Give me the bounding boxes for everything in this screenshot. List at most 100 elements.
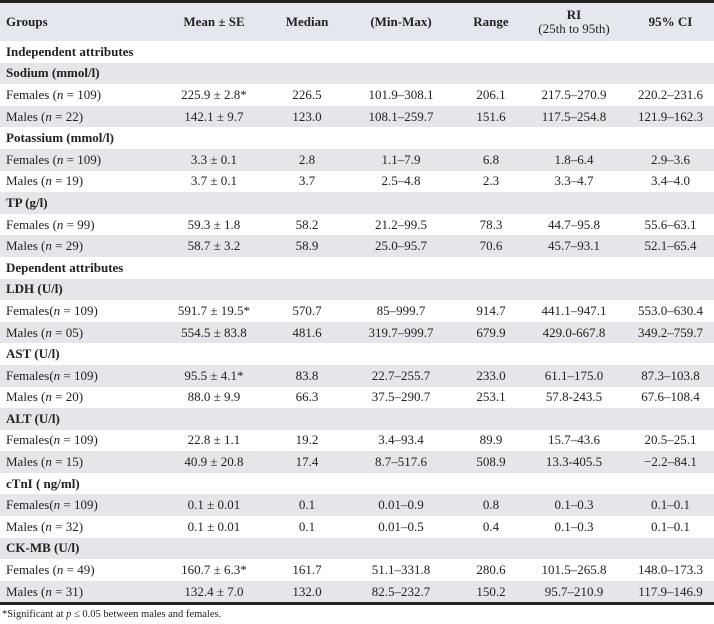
- minmax-cell: 22.7–255.7: [341, 364, 461, 387]
- group-cell: Males (n = 05): [0, 321, 155, 344]
- group-cell: Females (n = 109): [0, 148, 155, 171]
- minmax-cell: 25.0–95.7: [341, 235, 461, 257]
- median-cell: 19.2: [295, 432, 319, 448]
- section-row: Potassium (mmol/l): [0, 127, 714, 149]
- median-cell: 58.2: [295, 216, 319, 232]
- range-cell: 6.8: [461, 148, 521, 171]
- ri-cell: 101.5–265.8: [541, 562, 607, 578]
- table-row: Females (n = 109) 225.9 ± 2.8* 226.5 101.9–…: [0, 84, 714, 106]
- table-row: Males (n = 22) 142.1 ± 9.7 123.0 108.1–259.…: [0, 105, 714, 128]
- n-symbol: n: [56, 151, 64, 167]
- minmax-cell: 8.7–517.6: [341, 451, 461, 473]
- group-n: 109: [74, 432, 94, 448]
- section-row: AST (U/l): [0, 343, 714, 365]
- footnote: *Significant at p ≤ 0.05 between males a…: [0, 609, 714, 620]
- section-row: Dependent attributes: [0, 257, 714, 279]
- mean-cell: 22.8 ± 1.1: [187, 432, 241, 448]
- group-n: 20: [65, 389, 79, 405]
- group-cell: Males (n = 31): [0, 580, 155, 604]
- ci-cell: 148.0–173.3: [638, 562, 703, 578]
- n-symbol: n: [45, 324, 52, 340]
- n-symbol: n: [53, 497, 61, 513]
- n-symbol: n: [45, 389, 52, 405]
- minmax-cell: 3.4–93.4: [378, 432, 424, 448]
- group-cell: Males (n = 32): [6, 518, 84, 534]
- section-label: CK-MB (U/l): [0, 537, 714, 560]
- ci-cell: 553.0–630.4: [638, 302, 703, 318]
- group-cell: Males (n = 20): [6, 389, 84, 405]
- range-cell: 78.3: [479, 216, 503, 232]
- range-cell: 679.9: [461, 321, 521, 344]
- range-cell: 0.8: [461, 494, 521, 517]
- group-label: Females (: [6, 151, 57, 167]
- table-row: Females (n = 99) 59.3 ± 1.8 58.2 21.2–99.5 7…: [0, 214, 714, 236]
- range-cell: 914.7: [476, 302, 506, 318]
- ri-cell: 57.8-243.5: [545, 389, 603, 405]
- minmax-cell: 101.9–308.1: [368, 86, 434, 102]
- median-cell: 66.3: [295, 389, 319, 405]
- section-label: Dependent attributes: [6, 259, 124, 275]
- section-label: Sodium (mmol/l): [0, 62, 714, 85]
- n-symbol: n: [45, 108, 52, 124]
- range-cell: 2.3: [482, 173, 500, 189]
- group-label: Males (: [6, 108, 46, 124]
- minmax-cell: 21.2–99.5: [375, 216, 427, 232]
- ri-cell: 0.1–0.3: [554, 518, 594, 534]
- median-cell: 3.7: [298, 173, 316, 189]
- minmax-cell: 37.5–290.7: [371, 389, 431, 405]
- table-row: Females (n = 109) 3.3 ± 0.1 2.8 1.1–7.9 6.8 1…: [0, 148, 714, 171]
- ci-cell: −2.2–84.1: [627, 451, 714, 473]
- group-n: 109: [74, 367, 94, 383]
- table-row: Females (n = 49) 160.7 ± 6.3* 161.7 51.1–33…: [0, 559, 714, 581]
- mean-cell: 0.1 ± 0.01: [155, 494, 273, 517]
- minmax-cell: 108.1–259.7: [341, 105, 461, 128]
- table-row: Males (n = 15) 40.9 ± 20.8 17.4 8.7–517.6 50…: [0, 451, 714, 473]
- group-n: 29: [65, 238, 79, 254]
- group-cell: Females (n = 99): [6, 216, 95, 232]
- header-ci: 95% CI: [627, 1, 714, 41]
- table-row: Females(n = 109) 95.5 ± 4.1* 83.8 22.7–255.…: [0, 364, 714, 387]
- footnote-prefix: *Significant at: [2, 609, 67, 621]
- header-range: Range: [461, 1, 521, 41]
- header-min-max: (Min-Max): [341, 1, 461, 41]
- n-symbol: n: [56, 216, 64, 232]
- n-symbol: n: [45, 583, 52, 599]
- range-cell: 233.0: [461, 364, 521, 387]
- section-label: cTnI ( ng/ml): [6, 475, 80, 491]
- group-label: Females(: [6, 367, 54, 383]
- mean-cell: 591.7 ± 19.5*: [177, 302, 251, 318]
- median-cell: 161.7: [292, 562, 322, 578]
- ci-cell: 67.6–108.4: [641, 389, 700, 405]
- section-label: Independent attributes: [6, 43, 134, 59]
- ci-cell: 2.9–3.6: [627, 148, 714, 171]
- group-cell: Males (n = 22): [0, 105, 155, 128]
- n-symbol: n: [56, 562, 64, 578]
- group-cell: Females(n = 109): [6, 432, 98, 448]
- mean-cell: 88.0 ± 9.9: [187, 389, 241, 405]
- section-label: Potassium (mmol/l): [6, 130, 114, 146]
- ri-cell: 95.7–210.9: [521, 580, 627, 604]
- group-n: 99: [77, 216, 91, 232]
- ri-cell: 61.1–175.0: [521, 364, 627, 387]
- median-cell: 570.7: [292, 302, 322, 318]
- results-table: Groups Mean ± SE Median (Min-Max) Range …: [0, 0, 714, 606]
- median-cell: 0.1: [273, 494, 341, 517]
- footnote-p: p: [66, 609, 72, 621]
- header-ri-label: RI: [566, 7, 582, 22]
- section-label: LDH (U/l): [0, 278, 714, 301]
- median-cell: 132.0: [273, 580, 341, 604]
- section-row: Independent attributes: [0, 41, 714, 63]
- header-mean-se: Mean ± SE: [155, 1, 273, 41]
- group-label: Males (: [6, 389, 46, 405]
- ci-cell: 0.1–0.1: [651, 518, 690, 534]
- table-row: Males (n = 31) 132.4 ± 7.0 132.0 82.5–232.7…: [0, 580, 714, 604]
- range-cell: 151.6: [461, 105, 521, 128]
- group-label: Males (: [6, 454, 46, 470]
- mean-cell: 160.7 ± 6.3*: [181, 562, 247, 578]
- mean-cell: 142.1 ± 9.7: [155, 105, 273, 128]
- group-cell: Males (n = 19): [6, 173, 84, 189]
- table-row: Females(n = 109) 591.7 ± 19.5* 570.7 85–999…: [0, 300, 714, 322]
- ri-cell: 1.8–6.4: [521, 148, 627, 171]
- group-n: 22: [65, 108, 79, 124]
- table-row: Males (n = 32) 0.1 ± 0.01 0.1 0.01–0.5 0.4 0.…: [0, 516, 714, 538]
